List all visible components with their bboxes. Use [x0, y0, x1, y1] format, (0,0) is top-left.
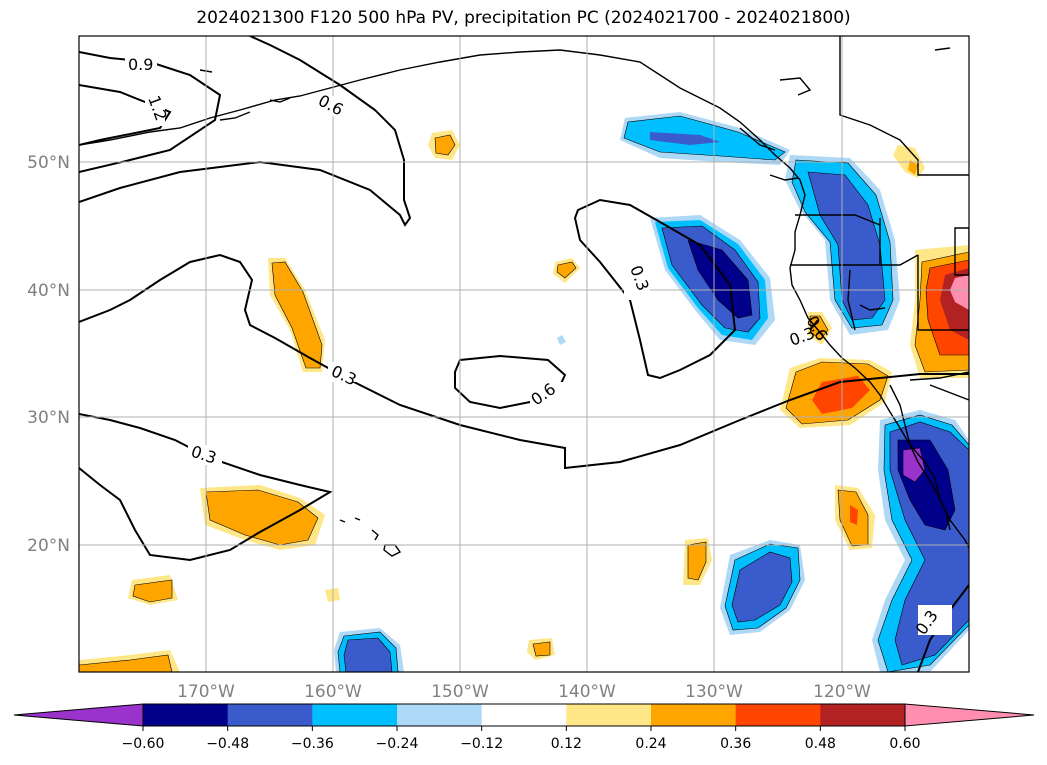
lat-label-30n: 30°N	[27, 408, 70, 428]
colorbar-cell	[143, 704, 229, 726]
colorbar: −0.60 −0.48 −0.36 −0.24 −0.12 0.12 0.24 0.36 0.4…	[13, 703, 1035, 752]
colorbar-cells	[14, 704, 1034, 726]
lat-label-50n: 50°N	[27, 153, 70, 173]
colorbar-cell	[312, 704, 398, 726]
longitude-labels: 170°W 160°W 150°W 140°W 130°W 120°W	[177, 682, 871, 702]
colorbar-cell	[820, 704, 906, 726]
colorbar-cell-extend-high	[905, 704, 1034, 726]
colorbar-tick-label: 0.48	[805, 736, 836, 752]
lon-label-150w: 150°W	[431, 682, 489, 702]
colorbar-cell	[481, 704, 567, 726]
colorbar-cell-extend-low	[14, 704, 143, 726]
latitude-labels: 50°N 40°N 30°N 20°N	[27, 153, 70, 556]
colorbar-cell	[651, 704, 737, 726]
lon-label-170w: 170°W	[177, 682, 235, 702]
colorbar-tick-label: −0.12	[460, 736, 503, 752]
colorbar-tick-label: 0.12	[551, 736, 582, 752]
colorbar-tick-label: 0.60	[889, 736, 920, 752]
map-frame	[78, 35, 970, 673]
colorbar-tick-label: −0.24	[376, 736, 419, 752]
lon-label-120w: 120°W	[813, 682, 871, 702]
colorbar-cell	[227, 704, 313, 726]
colorbar-cell	[566, 704, 652, 726]
contour-label-0-9: 0.9	[128, 55, 153, 74]
lon-label-140w: 140°W	[558, 682, 616, 702]
coastlines	[79, 36, 969, 557]
colorbar-cell	[735, 704, 821, 726]
lon-label-160w: 160°W	[304, 682, 362, 702]
pv-contours	[79, 36, 969, 672]
colorbar-tick-label: −0.60	[122, 736, 165, 752]
colorbar-tick-label: 0.36	[720, 736, 751, 752]
lat-label-20n: 20°N	[27, 536, 70, 556]
lon-label-130w: 130°W	[685, 682, 743, 702]
graticule	[79, 36, 969, 672]
lat-label-40n: 40°N	[27, 281, 70, 301]
map-title: 2024021300 F120 500 hPa PV, precipitatio…	[196, 8, 851, 28]
colorbar-cell	[397, 704, 483, 726]
colorbar-tick-label: 0.24	[635, 736, 666, 752]
colorbar-tick-label: −0.48	[206, 736, 249, 752]
colorbar-ticks: −0.60 −0.48 −0.36 −0.24 −0.12 0.12 0.24 0.36 0.4…	[122, 726, 921, 752]
colorbar-tick-label: −0.36	[291, 736, 334, 752]
map-area: 0.9 1.2 0.6 0.3 0.3 0.6 0.3 0.3 0.6 0.3	[79, 36, 969, 672]
colorbar-frame	[142, 703, 906, 727]
